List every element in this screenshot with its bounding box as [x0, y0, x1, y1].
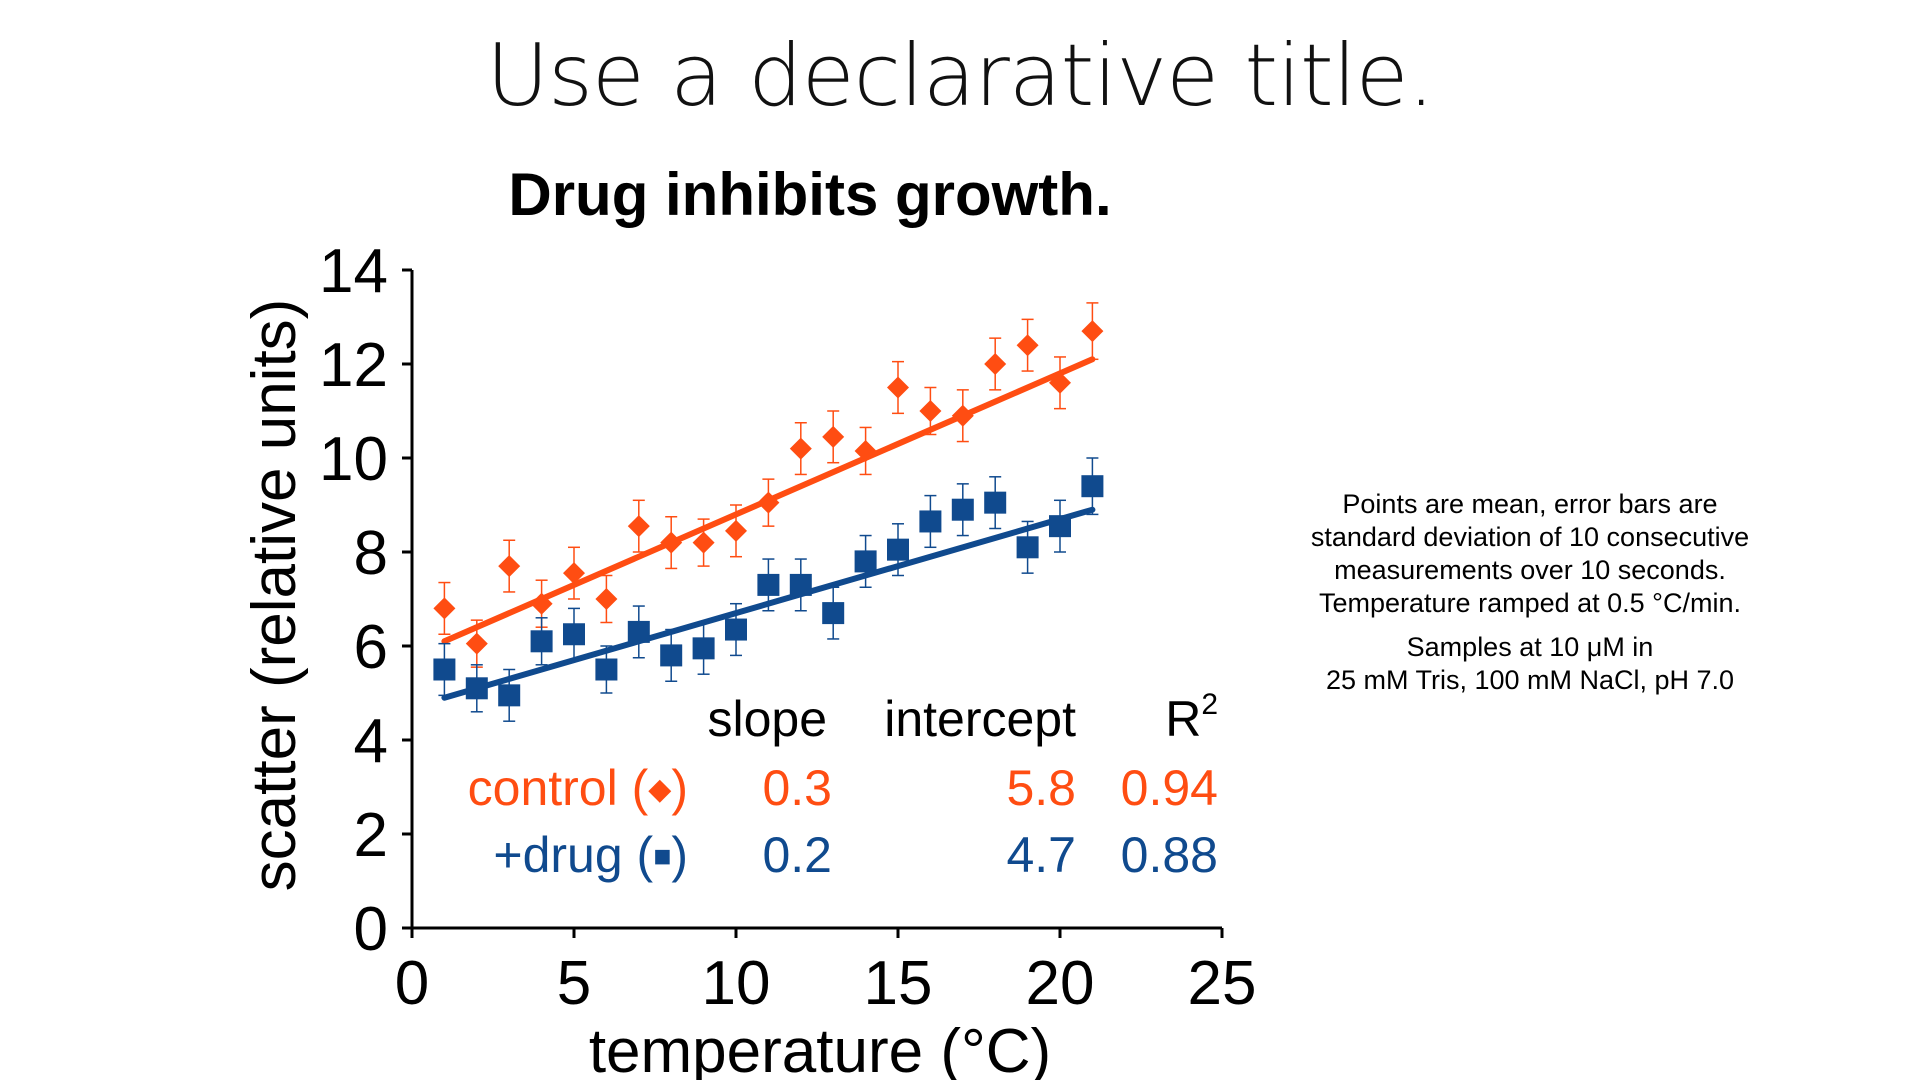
- stats-row-control-intercept: 5.8: [1006, 760, 1076, 816]
- drug-point: [1049, 515, 1071, 538]
- y-tick-label: 8: [354, 519, 388, 588]
- control-point: [465, 632, 488, 655]
- control-point: [725, 519, 747, 542]
- drug-point: [433, 658, 456, 681]
- y-tick-label: 12: [319, 331, 388, 400]
- methods-note-line-2: standard deviation of 10 consecutive: [1310, 522, 1750, 552]
- stats-row-control-marker: ◆: [648, 773, 671, 806]
- plot-layer: 0 5 10 15 20 25 0 2 4 6 8 10 12 14: [319, 237, 1256, 1018]
- control-point: [1016, 334, 1039, 357]
- stats-header-r-superscript: 2: [1201, 688, 1218, 721]
- control-point: [692, 531, 715, 554]
- control-point: [1081, 320, 1104, 343]
- samples-note: Samples at 10 μM in 25 mM Tris, 100 mM N…: [1220, 631, 1840, 697]
- samples-note-line-1: Samples at 10 μM in: [1406, 632, 1654, 662]
- y-tick-label: 10: [319, 425, 388, 494]
- control-point: [627, 515, 650, 538]
- x-tick-label: 15: [864, 949, 933, 1018]
- stats-row-control-name: control (: [468, 760, 649, 816]
- x-tick-label: 5: [557, 949, 591, 1018]
- drug-point: [725, 618, 747, 641]
- y-tick-label: 6: [354, 613, 388, 682]
- drug-point: [1081, 475, 1104, 498]
- stats-row-drug-label: +drug (■): [493, 827, 688, 883]
- drug-point: [595, 658, 618, 681]
- control-point: [563, 562, 585, 585]
- drug-point: [1016, 536, 1039, 559]
- control-point: [530, 592, 553, 615]
- drug-point: [887, 538, 909, 561]
- control-point: [1049, 371, 1071, 394]
- slide-title: Use a declarative title.: [486, 26, 1435, 126]
- y-tick-label: 4: [354, 707, 388, 776]
- methods-note-line-1: Points are mean, error bars are: [1342, 489, 1718, 519]
- drug-point: [692, 637, 715, 660]
- stats-row-drug-name: +drug (: [493, 827, 653, 883]
- stats-row-control-slope: 0.3: [762, 760, 832, 816]
- stats-row-drug-marker: ■: [653, 840, 671, 873]
- y-tick-label: 14: [319, 237, 388, 306]
- stats-row-drug-intercept: 4.7: [1006, 827, 1076, 883]
- drug-point: [919, 510, 942, 533]
- drug-point: [498, 684, 521, 707]
- control-point: [789, 437, 812, 460]
- drug-point: [822, 602, 845, 625]
- control-point: [919, 400, 942, 422]
- drug-point: [530, 630, 553, 653]
- control-point: [822, 425, 845, 448]
- drug-point: [984, 491, 1007, 514]
- methods-note-line-3: measurements over 10 seconds.: [1334, 555, 1726, 585]
- drug-point: [789, 573, 812, 596]
- y-tick-label: 0: [354, 895, 388, 964]
- control-point: [984, 353, 1007, 375]
- stats-row-drug-slope: 0.2: [762, 827, 832, 883]
- samples-note-line-2: 25 mM Tris, 100 mM NaCl, pH 7.0: [1325, 665, 1735, 695]
- stats-header-slope: slope: [707, 691, 827, 747]
- stats-row-drug-close: ): [671, 827, 688, 883]
- chart-title: Drug inhibits growth.: [508, 161, 1111, 228]
- control-point: [660, 531, 683, 554]
- methods-note-line-4: Temperature ramped at 0.5 °C/min.: [1319, 588, 1741, 618]
- stats-row-control-label: control (◆): [468, 760, 688, 816]
- control-point: [951, 404, 974, 427]
- drug-point: [854, 550, 877, 573]
- control-point: [757, 491, 780, 514]
- control-point: [433, 597, 456, 620]
- x-tick-label: 10: [702, 949, 771, 1018]
- control-point: [887, 376, 909, 399]
- x-tick-label: 25: [1188, 949, 1257, 1018]
- drug-point: [660, 644, 683, 667]
- methods-note: Points are mean, error bars are standard…: [1220, 488, 1840, 620]
- drug-point: [465, 677, 488, 700]
- control-point: [498, 555, 521, 578]
- x-tick-label: 20: [1026, 949, 1095, 1018]
- x-axis-title: temperature (°C): [589, 1017, 1051, 1080]
- stats-header-intercept: intercept: [884, 691, 1076, 747]
- stats-row-control-close: ): [671, 760, 688, 816]
- stats-row-control-r2: 0.94: [1121, 760, 1218, 816]
- drug-point: [563, 623, 585, 646]
- x-tick-label: 0: [395, 949, 429, 1018]
- control-point: [595, 588, 618, 610]
- drug-point: [951, 498, 974, 521]
- control-point: [854, 439, 877, 462]
- stats-header-r: R: [1165, 691, 1201, 747]
- drug-point: [757, 573, 780, 596]
- y-axis-title: scatter (relative units): [240, 299, 309, 892]
- stats-table: slope intercept R2 control (◆) 0.3 5.8 0…: [468, 688, 1218, 883]
- stats-header-r2: R2: [1165, 688, 1218, 747]
- y-tick-label: 2: [354, 801, 388, 870]
- stats-row-drug-r2: 0.88: [1121, 827, 1218, 883]
- drug-point: [627, 620, 650, 643]
